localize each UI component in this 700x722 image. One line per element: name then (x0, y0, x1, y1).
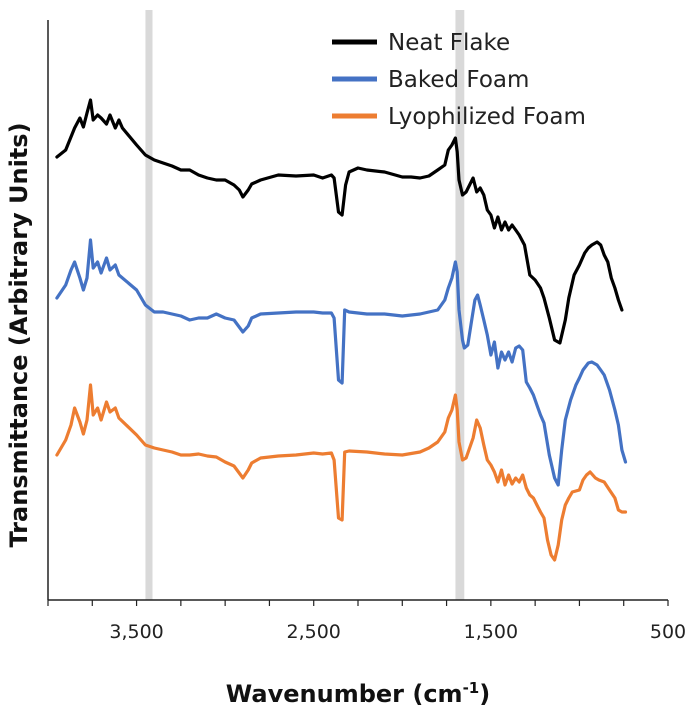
highlight-bands (145, 10, 465, 600)
x-tick-label: 1,500 (464, 621, 518, 643)
x-tick-label: 3,500 (109, 621, 163, 643)
legend-label-3: Lyophilized Foam (388, 104, 586, 130)
series-line-1 (55, 98, 624, 345)
legend-label-2: Baked Foam (388, 67, 529, 93)
x-axis-title: Wavenumber (cm-1) (226, 679, 490, 708)
highlight-band-1 (145, 10, 153, 600)
x-axis-title-main: Wavenumber (cm (226, 680, 463, 708)
series-line-3 (55, 383, 628, 562)
x-ticks: 3,500 2,500 1,500 500 (47, 600, 686, 643)
legend-label-1: Neat Flake (388, 30, 510, 56)
x-tick-label: 500 (650, 621, 686, 643)
series-layer (55, 98, 628, 562)
series-line-2 (55, 238, 628, 487)
x-tick-label: 2,500 (287, 621, 341, 643)
x-axis-title-superscript: -1 (463, 679, 480, 697)
legend: Neat Flake Baked Foam Lyophilized Foam (332, 30, 586, 130)
x-axis-title-suffix: ) (479, 680, 490, 708)
y-axis-title: Transmittance (Arbitrary Units) (5, 122, 33, 547)
